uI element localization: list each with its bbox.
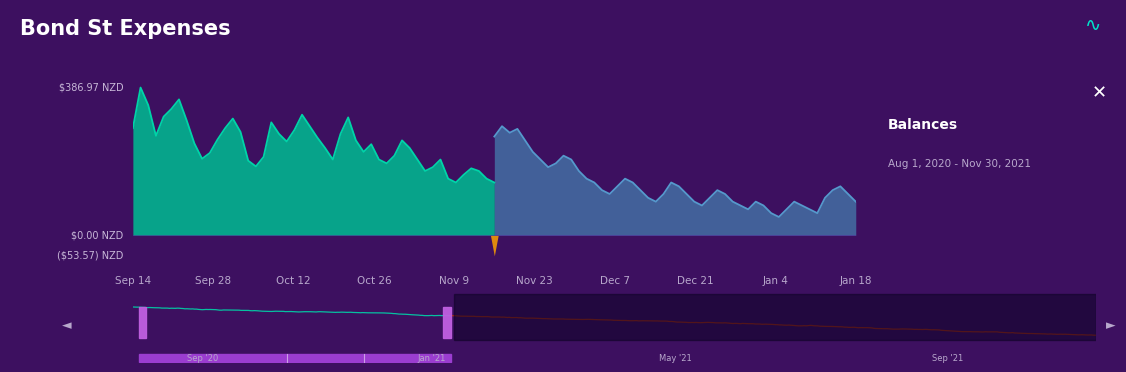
Text: Sep '21: Sep '21 bbox=[932, 354, 963, 363]
Bar bbox=[138, 354, 450, 362]
Text: $386.97 NZD: $386.97 NZD bbox=[59, 82, 124, 92]
Text: ∿: ∿ bbox=[1084, 16, 1101, 35]
Text: ($53.57) NZD: ($53.57) NZD bbox=[57, 251, 124, 261]
Text: $0.00 NZD: $0.00 NZD bbox=[71, 230, 124, 240]
Bar bbox=[443, 307, 450, 338]
Text: Bond St Expenses: Bond St Expenses bbox=[20, 19, 231, 39]
Text: Sep '20: Sep '20 bbox=[187, 354, 218, 363]
Text: Aug 1, 2020 - Nov 30, 2021: Aug 1, 2020 - Nov 30, 2021 bbox=[888, 160, 1031, 169]
Text: May '21: May '21 bbox=[659, 354, 691, 363]
Text: ◄: ◄ bbox=[62, 319, 71, 332]
Text: ✕: ✕ bbox=[1092, 84, 1107, 102]
Text: Jan '21: Jan '21 bbox=[418, 354, 446, 363]
Text: Balances: Balances bbox=[888, 118, 958, 132]
Text: ►: ► bbox=[1106, 319, 1116, 332]
Bar bbox=[138, 307, 146, 338]
Bar bbox=[455, 294, 1096, 340]
